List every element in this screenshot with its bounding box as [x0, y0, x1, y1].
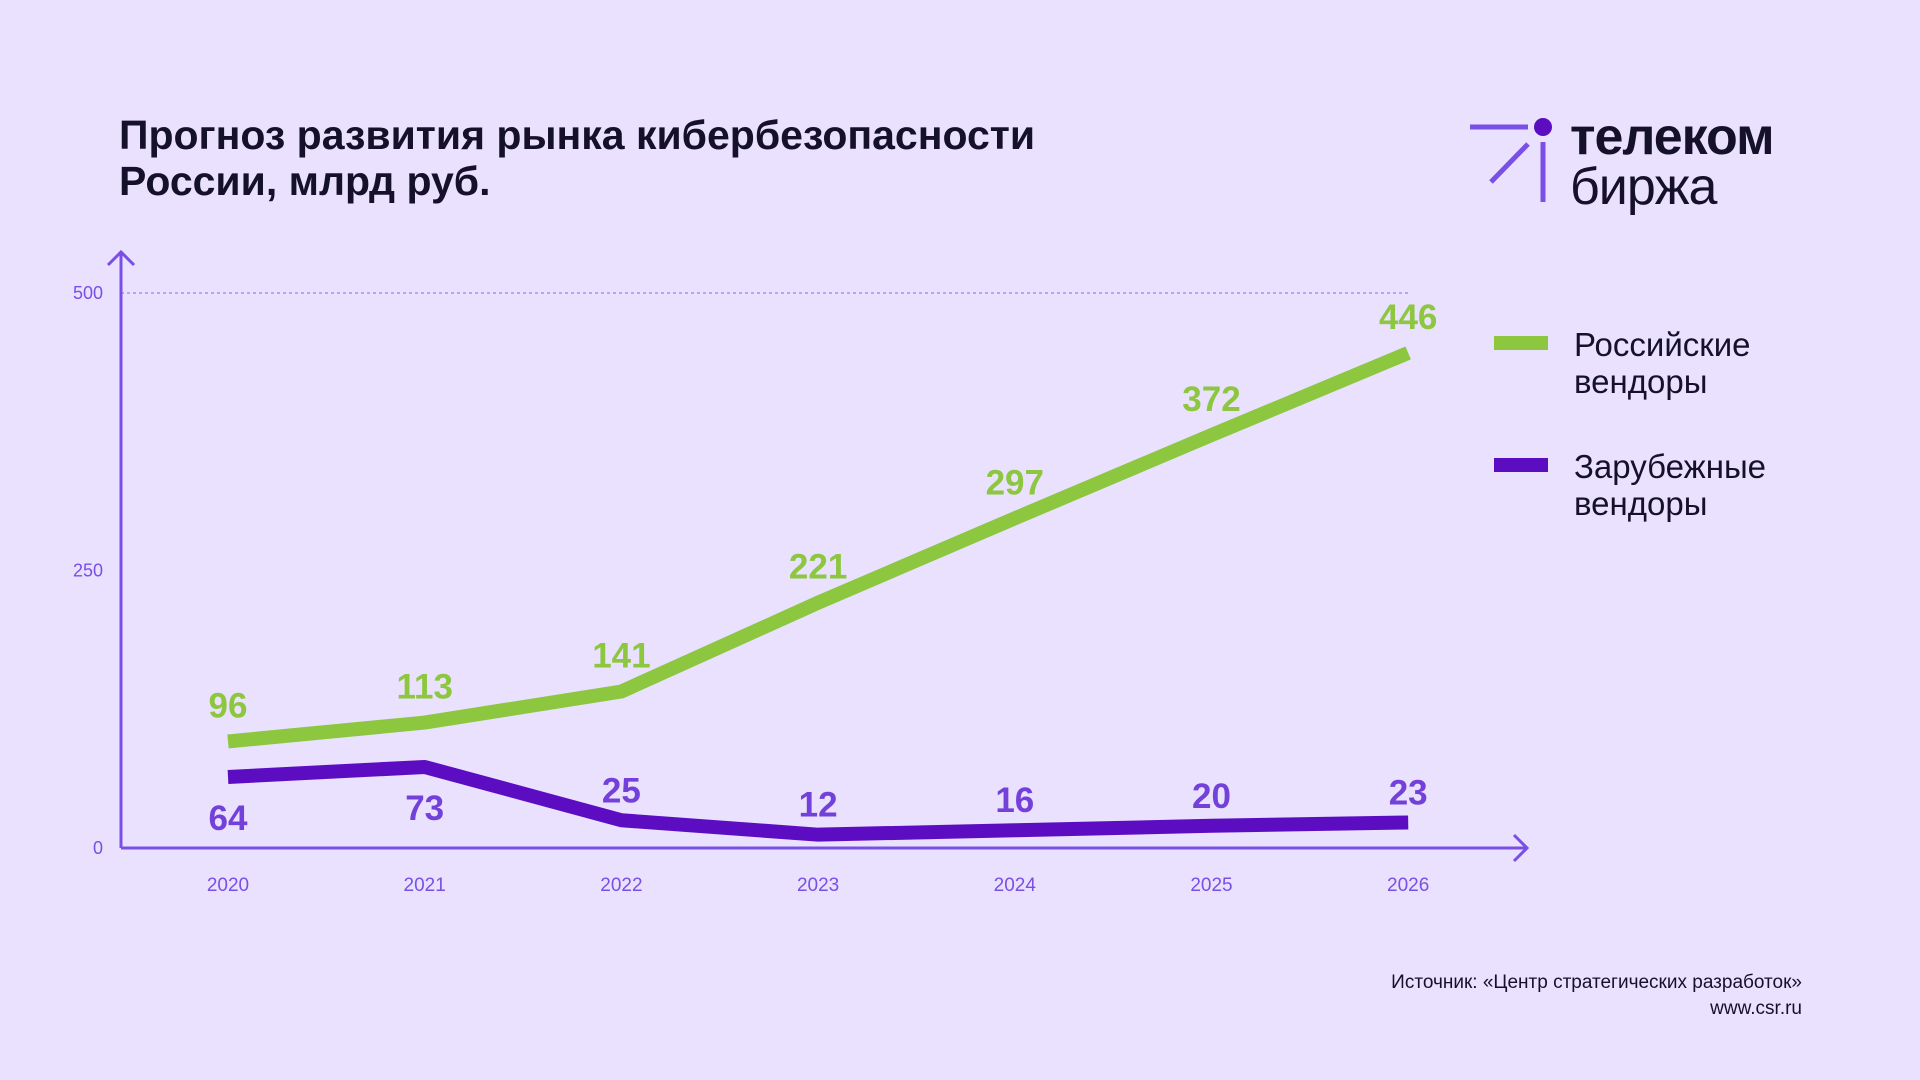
chart-title-line-1: Прогноз развития рынка кибербезопасности: [119, 112, 1036, 158]
series-foreign-data-label: 20: [1192, 777, 1231, 816]
legend-label-foreign-line-1: Зарубежные: [1574, 448, 1767, 485]
x-tick-label: 2026: [1387, 875, 1429, 896]
logo-word-2: биржа: [1570, 158, 1717, 216]
series-foreign-data-label: 23: [1389, 773, 1428, 812]
series-russian-data-label: 96: [209, 686, 248, 725]
series-foreign-line: [227, 759, 1409, 842]
x-tick-label: 2023: [797, 875, 839, 896]
telecom-birzha-logo: телеком биржа: [1466, 108, 1816, 216]
chart-title-line-2: России, млрд руб.: [119, 158, 491, 204]
series-russian-data-label: 141: [592, 636, 650, 675]
y-tick-label: 250: [73, 561, 103, 581]
legend-label-russian-line-1: Российские: [1574, 326, 1751, 363]
legend-swatch-russian: [1494, 336, 1548, 350]
series-foreign-data-label: 25: [602, 771, 641, 810]
x-tick-label: 2020: [207, 875, 249, 896]
series-russian-data-label: 446: [1379, 298, 1437, 337]
series-russian-data-label: 297: [986, 463, 1044, 502]
legend-label-foreign-line-2: вендоры: [1574, 485, 1708, 522]
series-foreign-data-label: 12: [799, 786, 838, 825]
x-axis-arrow-icon: [1512, 833, 1530, 863]
y-tick-label: 0: [93, 838, 103, 858]
legend-label-russian: Российские вендоры: [1574, 326, 1814, 400]
source-line-2: www.csr.ru: [1710, 998, 1802, 1019]
chart-title: Прогноз развития рынка кибербезопасности…: [119, 112, 1035, 204]
series-foreign-data-label: 16: [995, 781, 1034, 820]
x-tick-label: 2021: [404, 875, 446, 896]
series-foreign-data-label: 73: [405, 789, 444, 828]
source-note: Источник: «Центр стратегических разработ…: [1391, 970, 1802, 1022]
y-axis-arrow-icon: [106, 249, 136, 267]
series-russian-data-label: 372: [1182, 380, 1240, 419]
series-russian-line: [227, 346, 1411, 749]
legend-label-foreign: Зарубежные вендоры: [1574, 448, 1814, 522]
legend-swatch-foreign: [1494, 458, 1548, 472]
logo-word-1: телеком: [1570, 108, 1775, 166]
logo-mark-icon: [1470, 118, 1552, 202]
source-line-1: Источник: «Центр стратегических разработ…: [1391, 972, 1802, 993]
logo-wordmark: телеком биржа: [1570, 108, 1775, 216]
series-foreign-data-label: 64: [209, 799, 248, 838]
x-tick-label: 2025: [1190, 875, 1232, 896]
series-russian-data-label: 221: [789, 548, 847, 587]
x-tick-label: 2024: [994, 875, 1037, 896]
legend-label-russian-line-2: вендоры: [1574, 363, 1708, 400]
y-tick-label: 500: [73, 283, 103, 303]
series-russian-data-label: 113: [396, 668, 452, 707]
x-tick-label: 2022: [600, 875, 642, 896]
